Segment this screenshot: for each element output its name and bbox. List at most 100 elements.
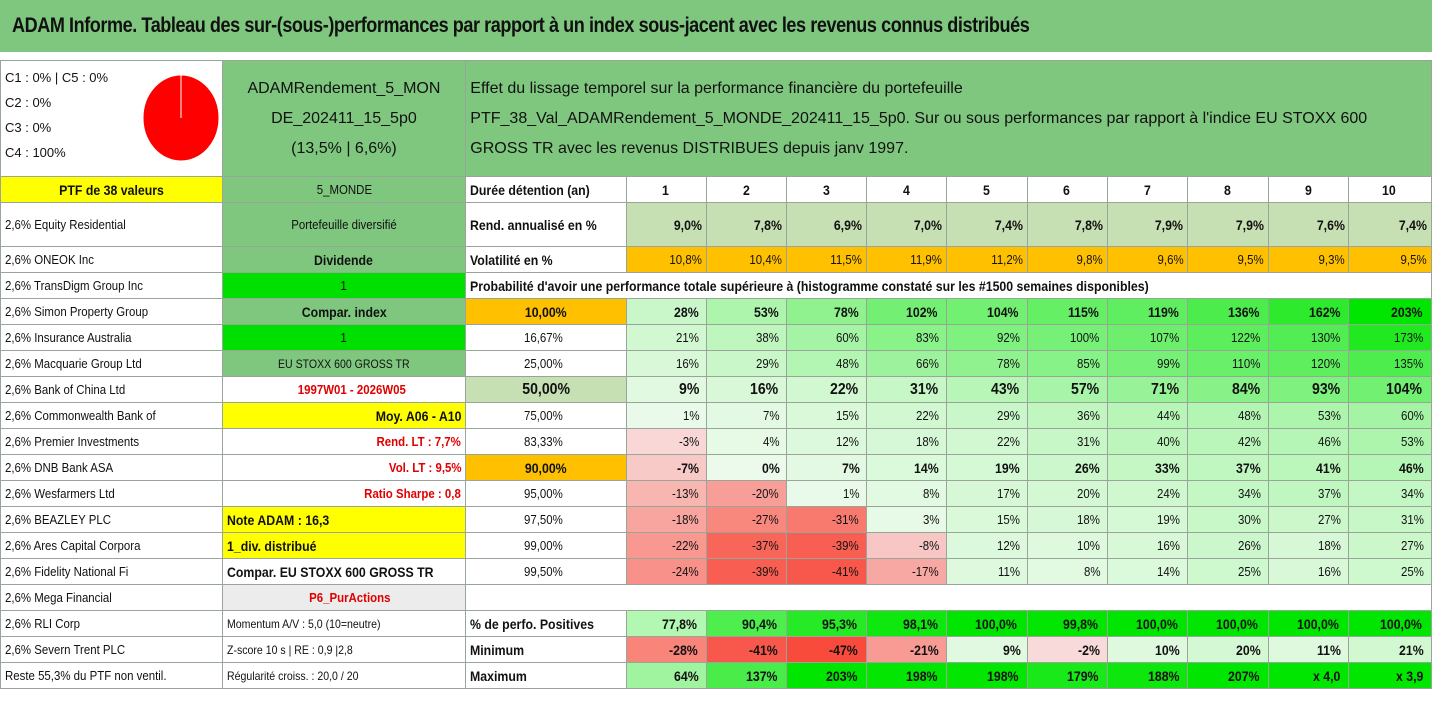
allocation-label: C2 : 0% bbox=[5, 95, 52, 110]
quantile-value: 31% bbox=[866, 376, 948, 403]
quantile-value: 30% bbox=[1187, 506, 1269, 533]
quantile-value: 8% bbox=[866, 480, 948, 507]
vol-value: 10,4% bbox=[705, 246, 788, 273]
vol-value: 9,5% bbox=[1187, 246, 1269, 273]
quantile-value: 0% bbox=[705, 454, 788, 481]
quantile-value: 12% bbox=[786, 428, 868, 455]
quantile-value: 53% bbox=[705, 298, 788, 325]
portfolio-name-line: ADAMRendement_5_MON bbox=[247, 79, 441, 97]
quantile-value: 37% bbox=[1187, 454, 1269, 481]
year-header: 6 bbox=[1026, 176, 1108, 203]
report-title: ADAM Informe. Tableau des sur-(sous-)per… bbox=[12, 14, 1030, 37]
quantile-value: 203% bbox=[1348, 298, 1432, 325]
quantile-value: 48% bbox=[786, 350, 868, 377]
quantile-value: 60% bbox=[786, 324, 868, 351]
maximum-value: 188% bbox=[1106, 662, 1189, 689]
quantile-value: 38% bbox=[705, 324, 788, 351]
quantile-value: 53% bbox=[1267, 402, 1350, 429]
vol-value: 9,6% bbox=[1106, 246, 1189, 273]
rend-value: 6,9% bbox=[786, 202, 868, 247]
quantile-value: 3% bbox=[866, 506, 948, 533]
holding-item: 2,6% Wesfarmers Ltd bbox=[0, 480, 223, 507]
info-cell: Z-score 10 s | RE : 0,9 |2,8 bbox=[221, 636, 467, 663]
quantile-value: 34% bbox=[1187, 480, 1269, 507]
quantile-value: 66% bbox=[866, 350, 948, 377]
minimum-value: 11% bbox=[1267, 636, 1350, 663]
quantile-value: 8% bbox=[1026, 558, 1108, 585]
quantile-value: 37% bbox=[1267, 480, 1350, 507]
positive-pct: 100,0% bbox=[1267, 610, 1350, 637]
minimum-value: -2% bbox=[1026, 636, 1108, 663]
quantile-value: -37% bbox=[705, 532, 788, 559]
quantile-value: 14% bbox=[866, 454, 948, 481]
vol-value: 11,5% bbox=[786, 246, 868, 273]
info-cell: EU STOXX 600 GROSS TR bbox=[221, 350, 467, 377]
quantile-value: 20% bbox=[1026, 480, 1108, 507]
positive-pct: 100,0% bbox=[1106, 610, 1189, 637]
quantile-value: 10% bbox=[1026, 532, 1108, 559]
maximum-value: 64% bbox=[625, 662, 707, 689]
quantile-value: 18% bbox=[1267, 532, 1350, 559]
quantile-value: 4% bbox=[705, 428, 788, 455]
quantile-value: 60% bbox=[1348, 402, 1432, 429]
maximum-value: 203% bbox=[786, 662, 868, 689]
holding-item: 2,6% Macquarie Group Ltd bbox=[0, 350, 223, 377]
quantile-value: 18% bbox=[1026, 506, 1108, 533]
quantile-value: 34% bbox=[1348, 480, 1432, 507]
quantile-value: 9% bbox=[625, 376, 707, 403]
info-cell: Vol. LT : 9,5% bbox=[221, 454, 467, 481]
year-header: 2 bbox=[705, 176, 788, 203]
quantile-value: -24% bbox=[625, 558, 707, 585]
quantile-level: 83,33% bbox=[465, 428, 627, 455]
minimum-value: 21% bbox=[1348, 636, 1432, 663]
quantile-level: 99,50% bbox=[465, 558, 627, 585]
quantile-value: 27% bbox=[1348, 532, 1432, 559]
quantile-value: 1% bbox=[625, 402, 707, 429]
positive-pct: 77,8% bbox=[625, 610, 707, 637]
quantile-value: -8% bbox=[866, 532, 948, 559]
positive-pct: 100,0% bbox=[1187, 610, 1269, 637]
holding-item: 2,6% Fidelity National Fi bbox=[0, 558, 223, 585]
quantile-value: 21% bbox=[625, 324, 707, 351]
year-header: 3 bbox=[786, 176, 868, 203]
quantile-value: 16% bbox=[1267, 558, 1350, 585]
info-cell: Ratio Sharpe : 0,8 bbox=[221, 480, 467, 507]
rend-value: 7,9% bbox=[1106, 202, 1189, 247]
maximum-value: 198% bbox=[946, 662, 1028, 689]
info-cell: 1 bbox=[221, 324, 467, 351]
holding-item: 2,6% Mega Financial bbox=[0, 584, 223, 611]
quantile-value: 22% bbox=[866, 402, 948, 429]
description-cell: Effet du lissage temporel sur la perform… bbox=[465, 60, 1432, 177]
row-label: Minimum bbox=[465, 636, 627, 663]
quantile-value: 92% bbox=[946, 324, 1028, 351]
maximum-value: x 4,0 bbox=[1267, 662, 1350, 689]
quantile-value: 18% bbox=[866, 428, 948, 455]
rend-value: 7,6% bbox=[1267, 202, 1350, 247]
minimum-value: -47% bbox=[786, 636, 868, 663]
quantile-level: 95,00% bbox=[465, 480, 627, 507]
info-cell: 1997W01 - 2026W05 bbox=[221, 376, 467, 403]
holding-item: 2,6% DNB Bank ASA bbox=[0, 454, 223, 481]
quantile-value: 36% bbox=[1026, 402, 1108, 429]
maximum-value: x 3,9 bbox=[1348, 662, 1432, 689]
holding-item: 2,6% Commonwealth Bank of bbox=[0, 402, 223, 429]
quantile-value: 19% bbox=[946, 454, 1028, 481]
quantile-value: 25% bbox=[1187, 558, 1269, 585]
quantile-value: 136% bbox=[1187, 298, 1269, 325]
quantile-value: 115% bbox=[1026, 298, 1108, 325]
allocation-pie-chart bbox=[142, 74, 220, 162]
info-cell: 1_div. distribué bbox=[221, 532, 467, 559]
quantile-value: 31% bbox=[1348, 506, 1432, 533]
report-title-bar: ADAM Informe. Tableau des sur-(sous-)per… bbox=[0, 0, 1432, 56]
holding-item: 2,6% TransDigm Group Inc bbox=[0, 272, 223, 299]
quantile-value: 46% bbox=[1348, 454, 1432, 481]
quantile-value: 26% bbox=[1187, 532, 1269, 559]
year-header: 7 bbox=[1106, 176, 1189, 203]
quantile-value: 16% bbox=[1106, 532, 1189, 559]
info-cell: Moy. A06 - A10 bbox=[221, 402, 467, 429]
quantile-value: -39% bbox=[786, 532, 868, 559]
holding-item: Reste 55,3% du PTF non ventil. bbox=[0, 662, 223, 689]
quantile-value: 104% bbox=[1348, 376, 1432, 403]
maximum-value: 207% bbox=[1187, 662, 1269, 689]
